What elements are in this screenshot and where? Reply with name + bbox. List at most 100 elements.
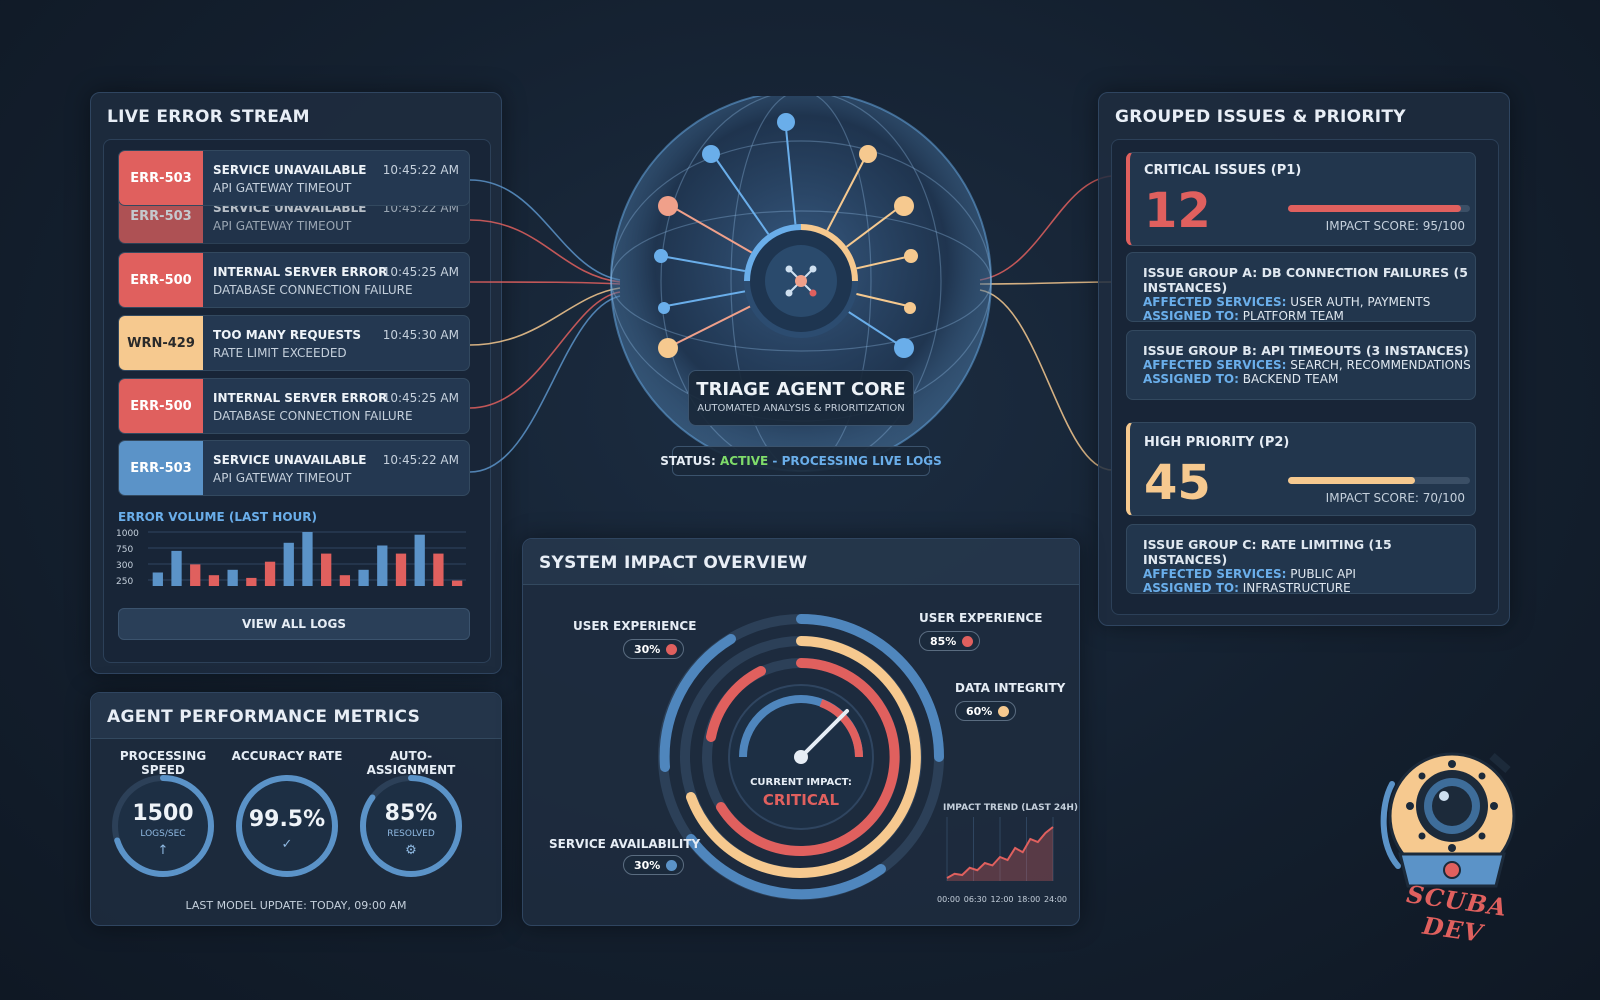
metric-value: 85% bbox=[384, 801, 438, 826]
critical-issues-card[interactable]: CRITICAL ISSUES (P1) 12 IMPACT SCORE: 95… bbox=[1126, 152, 1476, 246]
bar bbox=[190, 564, 201, 586]
error-description: API GATEWAY TIMEOUT bbox=[213, 471, 352, 485]
bar bbox=[264, 561, 276, 586]
issue-group-a[interactable]: ISSUE GROUP A: DB CONNECTION FAILURES (5… bbox=[1126, 252, 1476, 323]
affected-label: AFFECTED SERVICES: bbox=[1143, 358, 1287, 372]
service-availability-pct: 30% bbox=[634, 858, 661, 872]
bar bbox=[414, 534, 425, 586]
critical-progress-track bbox=[1288, 205, 1470, 212]
scuba-dev-logo: SCUBA DEV bbox=[1370, 736, 1540, 948]
group-c-heading: ISSUE GROUP C: RATE LIMITING (15 INSTANC… bbox=[1143, 537, 1392, 567]
error-code-badge: WRN-429 bbox=[119, 316, 203, 370]
metric-gauge bbox=[360, 775, 462, 877]
critical-progress-fill bbox=[1288, 205, 1461, 212]
current-impact-value: CRITICAL bbox=[762, 791, 840, 809]
y-tick-label: 1000 bbox=[116, 529, 139, 539]
group-a-affected: AFFECTED SERVICES: USER AUTH, PAYMENTS bbox=[1143, 295, 1475, 309]
y-tick-label: 250 bbox=[116, 577, 133, 587]
panel-title: GROUPED ISSUES & PRIORITY bbox=[1115, 107, 1406, 127]
status-dot bbox=[998, 705, 1010, 717]
bar bbox=[171, 550, 182, 586]
impact-rings bbox=[658, 614, 944, 900]
error-row[interactable]: WRN-429 TOO MANY REQUESTS RATE LIMIT EXCEE… bbox=[118, 315, 470, 371]
metric-name: ACCURACY RATE bbox=[231, 749, 343, 763]
error-row[interactable]: ERR-503 SERVICE UNAVAILABLE API GATEWAY TI… bbox=[118, 440, 470, 496]
group-a-heading: ISSUE GROUP A: DB CONNECTION FAILURES (5… bbox=[1143, 265, 1468, 295]
live-error-stream-panel: LIVE ERROR STREAM ERR-503 SERVICE UNAVAIL… bbox=[90, 92, 502, 674]
error-row[interactable]: ERR-503 SERVICE UNAVAILABLE API GATEWAY TI… bbox=[118, 150, 470, 206]
ux-left-pct: 30% bbox=[634, 642, 661, 656]
y-tick-label: 750 bbox=[116, 545, 133, 555]
bar bbox=[302, 532, 313, 586]
current-impact-label: CURRENT IMPACT: bbox=[750, 777, 852, 788]
error-code-badge: ERR-503 bbox=[119, 151, 203, 205]
error-timestamp: 10:45:25 AM bbox=[382, 391, 459, 405]
error-row[interactable]: ERR-500 INTERNAL SERVER ERROR DATABASE CON… bbox=[118, 252, 470, 308]
neural-sphere-graphic bbox=[610, 90, 992, 472]
ux-right-pct: 85% bbox=[930, 634, 957, 648]
error-code-badge: ERR-503 bbox=[119, 441, 203, 495]
bar bbox=[321, 553, 332, 586]
high-progress-track bbox=[1288, 477, 1470, 484]
metric-name: PROCESSING SPEED bbox=[119, 749, 207, 777]
bar bbox=[152, 572, 163, 586]
group-c-assigned: ASSIGNED TO: INFRASTRUCTURE bbox=[1143, 581, 1475, 595]
agent-performance-panel: AGENT PERFORMANCE METRICS PROCESSING SPE… bbox=[90, 692, 502, 926]
group-a-assigned: ASSIGNED TO: PLATFORM TEAM bbox=[1143, 309, 1475, 323]
group-b-assigned: ASSIGNED TO: BACKEND TEAM bbox=[1143, 372, 1475, 386]
service-availability-chip: 30% bbox=[623, 855, 685, 875]
trend-ticks: 00:00 06:30 12:00 18:00 24:00 bbox=[937, 895, 1067, 904]
bar bbox=[395, 553, 407, 586]
error-description: API GATEWAY TIMEOUT bbox=[213, 219, 352, 233]
core-title-box: TRIAGE AGENT CORE AUTOMATED ANALYSIS & P… bbox=[688, 370, 914, 426]
impact-header: SYSTEM IMPACT OVERVIEW bbox=[523, 539, 1079, 585]
diving-helmet-icon bbox=[1380, 752, 1516, 888]
ux-left-label: USER EXPERIENCE bbox=[573, 619, 697, 633]
error-description: API GATEWAY TIMEOUT bbox=[213, 181, 352, 195]
issue-group-c[interactable]: ISSUE GROUP C: RATE LIMITING (15 INSTANC… bbox=[1126, 524, 1476, 595]
ux-right-label: USER EXPERIENCE bbox=[919, 611, 1043, 625]
metric-gauge bbox=[112, 775, 214, 877]
impact-trend-title: IMPACT TREND (LAST 24H) bbox=[943, 803, 1079, 813]
issue-group-b[interactable]: ISSUE GROUP B: API TIMEOUTS (3 INSTANCES… bbox=[1126, 330, 1476, 400]
group-b-heading: ISSUE GROUP B: API TIMEOUTS (3 INSTANCES… bbox=[1143, 343, 1469, 358]
impact-trend-chart bbox=[946, 817, 1054, 881]
bar bbox=[339, 575, 351, 586]
error-code-badge: ERR-500 bbox=[119, 253, 203, 307]
bar bbox=[433, 553, 444, 586]
data-integrity-label: DATA INTEGRITY bbox=[955, 681, 1066, 695]
assigned-value: INFRASTRUCTURE bbox=[1238, 581, 1351, 595]
last-model-update: LAST MODEL UPDATE: TODAY, 09:00 AM bbox=[185, 899, 407, 912]
metric-unit: LOGS/SEC bbox=[140, 829, 186, 839]
error-timestamp: 10:45:25 AM bbox=[382, 265, 459, 279]
affected-label: AFFECTED SERVICES: bbox=[1143, 295, 1287, 309]
high-priority-card[interactable]: HIGH PRIORITY (P2) 45 IMPACT SCORE: 70/1… bbox=[1126, 422, 1476, 516]
metric-value: 99.5% bbox=[248, 807, 326, 832]
core-subtitle: AUTOMATED ANALYSIS & PRIORITIZATION bbox=[697, 403, 905, 414]
system-impact-panel: SYSTEM IMPACT OVERVIEW CURRENT IMPACT: C… bbox=[522, 538, 1080, 926]
status-processing: - PROCESSING LIVE LOGS bbox=[768, 454, 942, 468]
high-impact-score: IMPACT SCORE: 70/100 bbox=[1325, 491, 1465, 505]
bar bbox=[227, 569, 238, 586]
bar bbox=[246, 577, 257, 586]
bar bbox=[283, 542, 294, 586]
status-prefix: STATUS: bbox=[660, 454, 721, 468]
arrow-up-icon: ↑ bbox=[157, 843, 169, 858]
status-dot bbox=[666, 643, 678, 655]
critical-count: 12 bbox=[1144, 183, 1211, 239]
panel-title: LIVE ERROR STREAM bbox=[107, 107, 310, 127]
metric-unit: RESOLVED bbox=[387, 829, 435, 839]
high-label: HIGH PRIORITY (P2) bbox=[1144, 435, 1290, 450]
gear-icon: ⚙ bbox=[405, 843, 417, 858]
service-availability-label: SERVICE AVAILABILITY bbox=[549, 837, 701, 851]
error-title: SERVICE UNAVAILABLE bbox=[213, 453, 367, 467]
trend-area bbox=[947, 827, 1053, 881]
assigned-label: ASSIGNED TO: bbox=[1143, 581, 1239, 595]
error-title: INTERNAL SERVER ERROR bbox=[213, 265, 388, 279]
data-integrity-chip: 60% bbox=[955, 701, 1017, 721]
gauge-fill bbox=[236, 775, 338, 877]
view-all-logs-button[interactable]: VIEW ALL LOGS bbox=[118, 608, 470, 640]
high-count: 45 bbox=[1144, 455, 1211, 511]
error-row[interactable]: ERR-500 INTERNAL SERVER ERROR DATABASE CON… bbox=[118, 378, 470, 434]
assigned-value: PLATFORM TEAM bbox=[1238, 309, 1344, 323]
